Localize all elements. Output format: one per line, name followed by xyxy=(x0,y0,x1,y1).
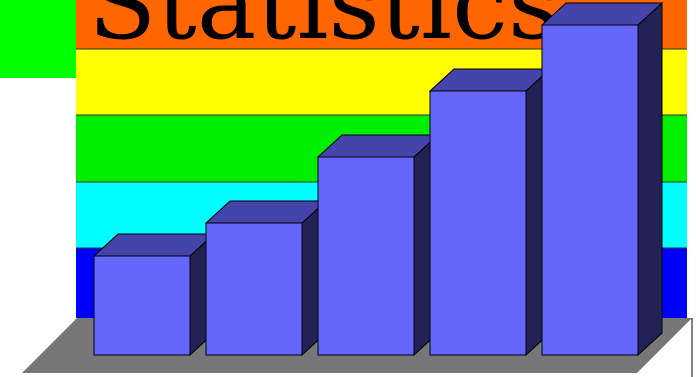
bar-front xyxy=(429,90,527,356)
bar-2 xyxy=(204,199,328,357)
bar-1 xyxy=(92,232,216,357)
bar-3 xyxy=(316,133,440,357)
bar-front xyxy=(93,255,191,356)
green-corner-block xyxy=(0,0,80,78)
chart-title: Statistics xyxy=(88,0,559,62)
bar-side xyxy=(637,1,663,357)
bar-front xyxy=(205,222,303,356)
bars-group xyxy=(92,1,664,357)
bar-front xyxy=(541,24,639,356)
bar-front xyxy=(317,156,415,356)
bar-4 xyxy=(428,67,552,357)
bar-5 xyxy=(540,1,664,357)
